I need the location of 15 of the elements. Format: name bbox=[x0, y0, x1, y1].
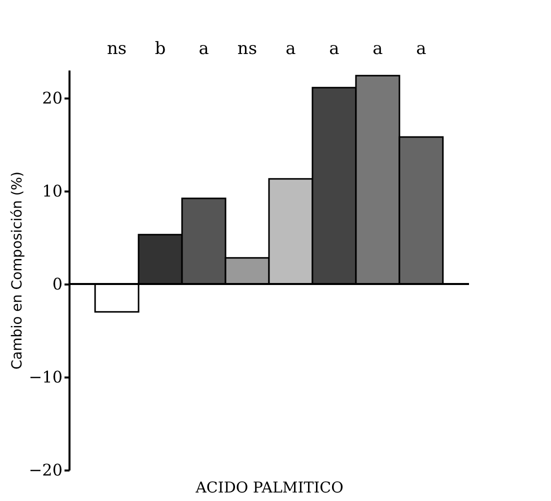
text: a bbox=[372, 39, 383, 59]
x-axis-title: ACIDO PALMITICO bbox=[194, 478, 344, 496]
text: a bbox=[329, 39, 340, 59]
y-tick-label: −20 bbox=[28, 460, 62, 480]
text: a bbox=[198, 39, 209, 59]
y-tick-label: −10 bbox=[28, 367, 62, 386]
text: a bbox=[416, 39, 426, 59]
text: b bbox=[154, 39, 166, 59]
text: ns bbox=[106, 39, 127, 59]
y-axis-title: Cambio en Composición (%) bbox=[10, 171, 26, 370]
text: a bbox=[286, 39, 296, 59]
y-tick-label: 20 bbox=[42, 88, 62, 108]
y-tick-label: 10 bbox=[42, 181, 62, 200]
y-tick-label: 0 bbox=[52, 274, 62, 294]
text: ns bbox=[237, 39, 258, 59]
